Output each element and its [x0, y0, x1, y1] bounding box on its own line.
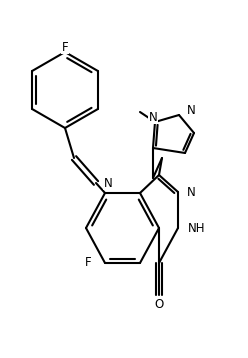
Text: O: O	[154, 297, 164, 310]
Text: N: N	[104, 176, 113, 189]
Text: F: F	[84, 256, 91, 270]
Text: N: N	[187, 103, 196, 116]
Text: N: N	[187, 185, 196, 198]
Text: F: F	[62, 40, 68, 53]
Text: N: N	[149, 111, 157, 124]
Text: NH: NH	[188, 222, 206, 234]
